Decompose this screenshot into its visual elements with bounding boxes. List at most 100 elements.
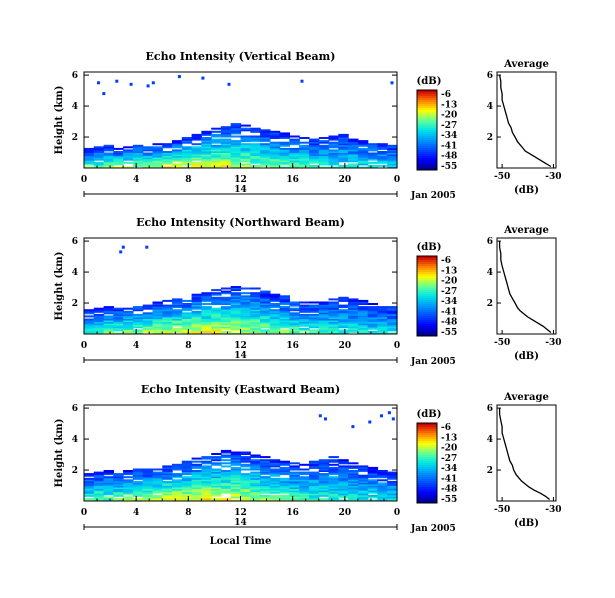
colorbar-segment <box>417 471 437 474</box>
echo-cell <box>318 482 330 485</box>
echo-cell <box>220 151 232 153</box>
echo-cell <box>338 485 349 488</box>
echo-cell <box>289 303 300 305</box>
colorbar-segment <box>417 96 437 99</box>
echo-cell <box>357 485 369 488</box>
echo-cell <box>132 493 144 496</box>
colorbar-segment <box>417 256 437 259</box>
echo-cell <box>220 296 232 299</box>
y-tick-label: 4 <box>72 435 78 445</box>
echo-cell <box>269 491 281 494</box>
echo-cell <box>230 313 242 316</box>
echo-cell <box>211 313 222 316</box>
echo-cell <box>162 485 173 488</box>
echo-cell <box>279 324 290 327</box>
colorbar-tick-label: -6 <box>441 423 451 433</box>
echo-cell <box>172 474 183 477</box>
echo-cell <box>348 301 359 304</box>
echo-cell <box>260 144 271 147</box>
echo-cell <box>269 490 281 493</box>
echo-cell <box>260 465 271 468</box>
colorbar-segment <box>417 326 437 329</box>
echo-cell <box>113 329 124 332</box>
echo-cell <box>240 143 251 146</box>
echo-cell <box>211 151 222 153</box>
echo-cell <box>103 154 114 157</box>
colorbar-segment <box>417 457 437 460</box>
echo-cell <box>103 471 114 474</box>
colorbar-segment <box>417 294 437 297</box>
echo-cell <box>142 482 154 485</box>
echo-cell <box>348 298 359 301</box>
echo-cell <box>338 299 349 302</box>
echo-cell <box>201 323 212 326</box>
echo-cell <box>230 143 242 146</box>
echo-cell <box>211 494 222 497</box>
echo-cell <box>84 480 95 483</box>
echo-cell <box>220 451 232 454</box>
echo-cell <box>367 479 379 482</box>
echo-cell <box>240 330 251 333</box>
echo-cell <box>318 465 330 468</box>
echo-cell <box>250 147 261 150</box>
echo-cell <box>103 321 114 324</box>
echo-cell <box>103 485 114 488</box>
colorbar-segment <box>417 148 437 151</box>
colorbar-segment <box>417 134 437 137</box>
echo-cell <box>250 317 261 319</box>
echo-cell <box>220 307 232 310</box>
echo-cell <box>309 330 320 333</box>
echo-cell <box>201 295 212 298</box>
echo-cell <box>162 299 173 302</box>
echo-cell <box>181 466 193 469</box>
echo-cell <box>93 493 105 496</box>
echo-cell <box>357 321 369 324</box>
echo-cell <box>172 490 183 493</box>
echo-cell <box>230 456 242 459</box>
echo-cell <box>328 330 339 333</box>
echo-cell <box>93 318 105 321</box>
echo-cell <box>220 161 232 164</box>
echo-cell <box>230 158 242 161</box>
echo-cell <box>230 147 242 150</box>
echo-cell <box>318 490 330 493</box>
echo-cell <box>181 323 193 326</box>
profile-title: Average <box>503 392 549 403</box>
echo-cell <box>387 310 398 313</box>
echo-cell <box>201 476 212 479</box>
echo-cell <box>201 485 212 488</box>
echo-cell <box>260 157 271 160</box>
echo-cell <box>299 313 310 316</box>
echo-cell <box>132 320 144 323</box>
echo-cell <box>152 149 163 152</box>
echo-cell <box>348 307 359 310</box>
echo-cell <box>230 453 242 455</box>
echo-cell <box>181 327 193 330</box>
echo-cell <box>181 324 193 327</box>
echo-cell <box>152 315 163 318</box>
echo-cell <box>250 287 261 290</box>
echo-cell <box>269 147 281 150</box>
profile-x-tick-label: -50 <box>494 505 510 515</box>
echo-cell <box>211 324 222 327</box>
profile-title: Average <box>503 225 549 236</box>
echo-cell <box>299 310 310 313</box>
panel-title: Echo Intensity (Northward Beam) <box>136 216 345 229</box>
echo-cell <box>152 147 163 150</box>
sparse-echo <box>119 250 123 254</box>
colorbar-segment <box>417 276 437 279</box>
colorbar-segment <box>417 258 437 261</box>
echo-cell <box>230 286 242 288</box>
echo-cell <box>289 488 300 491</box>
echo-cell <box>250 320 261 323</box>
profile-frame <box>496 237 557 335</box>
echo-cell <box>211 133 222 136</box>
echo-cell <box>387 161 398 164</box>
echo-cell <box>201 471 212 474</box>
echo-cell <box>377 490 388 493</box>
echo-cell <box>377 161 388 164</box>
echo-cell <box>318 468 330 471</box>
echo-cell <box>260 317 271 319</box>
echo-cell <box>348 310 359 313</box>
